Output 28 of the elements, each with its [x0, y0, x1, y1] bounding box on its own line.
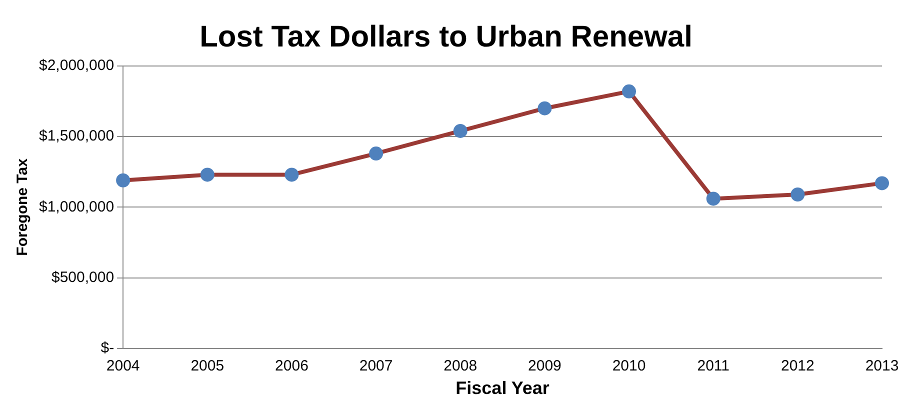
- x-tick-label: 2005: [190, 358, 224, 375]
- point: [200, 168, 214, 182]
- x-tick-label: 2004: [106, 358, 140, 375]
- x-tick-label: 2010: [612, 358, 646, 375]
- y-axis-title: Foregone Tax: [14, 158, 32, 256]
- point: [538, 101, 552, 116]
- y-tick-label: $1,500,000: [38, 128, 114, 145]
- x-tick-label: 2006: [275, 358, 308, 375]
- x-tick-label: 2008: [444, 358, 478, 375]
- x-tick-label: 2009: [528, 358, 562, 375]
- point: [706, 192, 720, 206]
- point: [875, 176, 889, 190]
- x-tick-label: 2013: [865, 358, 899, 375]
- x-tick-label: 2011: [697, 358, 730, 375]
- point: [453, 124, 468, 138]
- point: [622, 84, 636, 98]
- x-tick-label: 2012: [780, 358, 814, 375]
- y-tick-label: $500,000: [51, 268, 114, 286]
- x-tick-label: 2007: [359, 358, 393, 375]
- y-tick-label: $-: [100, 340, 114, 357]
- point: [369, 146, 384, 161]
- y-tick-label: $1,000,000: [38, 198, 114, 216]
- point: [116, 173, 130, 188]
- point: [284, 168, 299, 182]
- x-axis-title: Fiscal Year: [456, 378, 550, 398]
- chart-title: Lost Tax Dollars to Urban Renewal: [200, 20, 692, 54]
- y-tick-label: $2,000,000: [38, 57, 114, 74]
- point: [790, 187, 805, 202]
